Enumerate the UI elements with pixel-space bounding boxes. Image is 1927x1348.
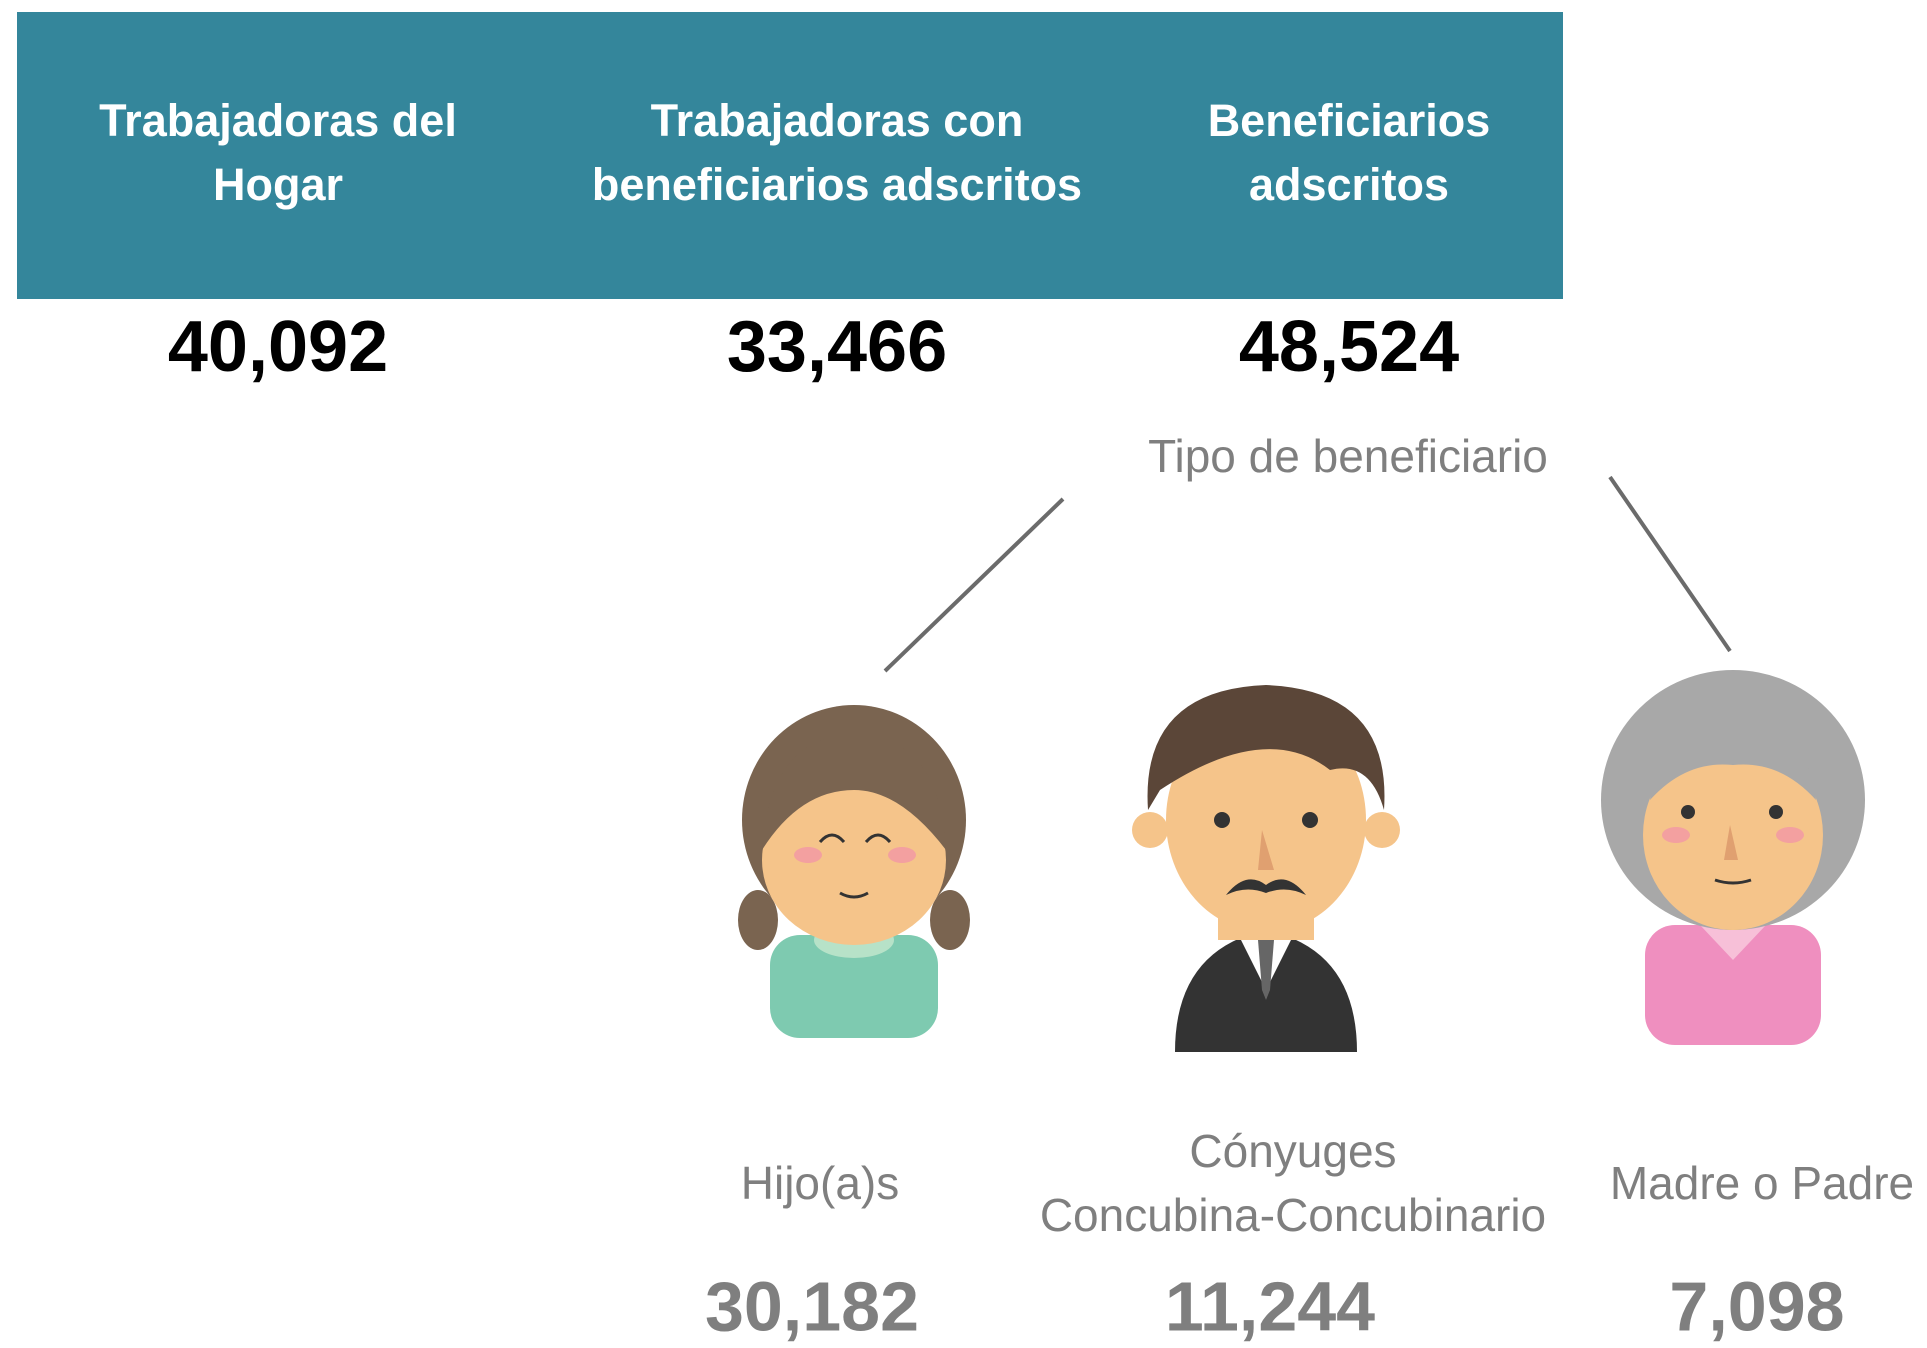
connector — [885, 499, 1063, 671]
spouse-icon — [1132, 685, 1400, 1052]
parent-icon — [1601, 670, 1865, 1045]
infographic: Trabajadoras del Hogar 40,092 Trabajadoras … — [0, 0, 1927, 1348]
breakdown-title: Tipo de beneficiario — [1148, 430, 1548, 482]
item-value: 11,244 — [1165, 1267, 1375, 1345]
child-icon — [738, 705, 970, 1038]
column-title: Trabajadoras con — [651, 95, 1024, 146]
item-value: 7,098 — [1669, 1267, 1844, 1345]
item-label: Madre o Padre — [1610, 1157, 1914, 1209]
item-label: Cónyuges — [1189, 1125, 1396, 1177]
column-title: Hogar — [213, 159, 343, 210]
column-title: beneficiarios adscritos — [592, 159, 1082, 210]
page: Trabajadoras del Hogar 40,092 Trabajadoras … — [0, 0, 1927, 1348]
column-value: 33,466 — [727, 307, 947, 387]
connector — [1610, 477, 1730, 651]
item-label: Hijo(a)s — [741, 1157, 899, 1209]
column-title: adscritos — [1249, 159, 1449, 210]
item-label: Concubina-Concubinario — [1040, 1189, 1546, 1241]
column-title: Trabajadoras del — [99, 95, 457, 146]
column-title: Beneficiarios — [1208, 95, 1491, 146]
item-value: 30,182 — [705, 1267, 919, 1345]
header-band — [17, 12, 1563, 299]
column-value: 48,524 — [1239, 307, 1459, 387]
column-value: 40,092 — [168, 307, 388, 387]
